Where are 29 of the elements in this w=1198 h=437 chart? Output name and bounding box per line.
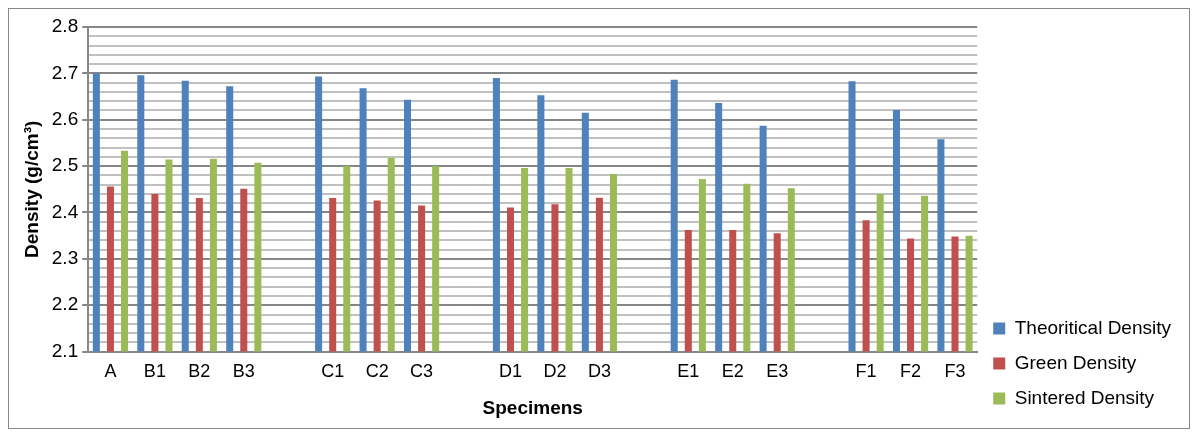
legend-label: Sintered Density	[1014, 386, 1155, 408]
x-tick-label: E3	[766, 361, 789, 382]
legend-label: Green Density	[1014, 351, 1137, 373]
x-axis-title: Specimens	[482, 396, 583, 418]
y-tick-label: 2.4	[51, 200, 79, 222]
x-tick-label: F3	[944, 361, 966, 382]
x-tick-label: E1	[677, 361, 700, 382]
x-tick-label: D2	[543, 361, 567, 382]
x-tick-label: C1	[321, 361, 345, 382]
x-tick-label: B1	[143, 361, 166, 382]
x-tick-label: D3	[587, 361, 611, 382]
y-tick-label: 2.1	[51, 339, 79, 361]
y-tick-label: 2.5	[51, 154, 79, 176]
x-tick-label: F2	[900, 361, 922, 382]
x-tick-label: F1	[855, 361, 877, 382]
y-tick-label: 2.7	[51, 61, 79, 83]
y-tick-label: 2.6	[51, 107, 79, 129]
x-tick-label: B3	[232, 361, 255, 382]
y-tick-label: 2.8	[51, 15, 79, 37]
y-axis-title: Density (g/cm³)	[20, 120, 42, 258]
x-tick-label: D1	[498, 361, 522, 382]
x-tick-label: A	[104, 361, 117, 382]
x-tick-label: E2	[721, 361, 744, 382]
x-tick-label: C3	[410, 361, 434, 382]
x-tick-label: C2	[365, 361, 389, 382]
legend-label: Theoritical Density	[1014, 316, 1172, 338]
x-tick-label: B2	[188, 361, 211, 382]
y-tick-label: 2.2	[51, 293, 79, 315]
y-tick-label: 2.3	[51, 247, 79, 269]
